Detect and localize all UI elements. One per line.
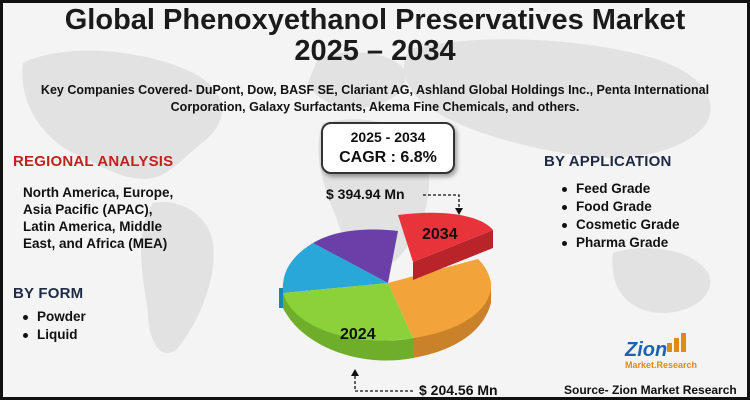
cagr-box: 2025 - 2034 CAGR : 6.8% [321, 122, 455, 174]
regional-analysis-heading: REGIONAL ANALYSIS [13, 153, 174, 170]
form-item: Liquid [21, 326, 86, 344]
region-line: Asia Pacific (APAC), [23, 202, 153, 217]
pie-illustration: 2034 2024 [279, 194, 686, 392]
title-line-2: 2025 – 2034 [294, 35, 456, 67]
application-item: Pharma Grade [560, 234, 680, 252]
by-form-heading: BY FORM [13, 285, 84, 302]
pie-slice-blue [282, 243, 388, 293]
bottom-value-arrow [354, 375, 413, 392]
application-item: Cosmetic Grade [560, 216, 680, 234]
form-list: Powder Liquid [21, 308, 86, 344]
bottom-arrowhead [351, 369, 359, 376]
application-item: Food Grade [560, 198, 680, 216]
pie-side-orange [413, 283, 491, 358]
pie-slice-red [398, 212, 493, 262]
page-title: Global Phenoxyethanol Preservatives Mark… [3, 5, 747, 67]
title-line-1: Global Phenoxyethanol Preservatives Mark… [64, 4, 686, 36]
application-item: Feed Grade [560, 180, 680, 198]
pie-side-red [413, 230, 493, 280]
pie-slice-green [283, 283, 413, 341]
top-value-arrow [423, 194, 460, 209]
value-2024: $ 204.56 Mn [419, 382, 498, 398]
companies-line-1: Key Companies Covered- DuPont, Dow, BASF… [40, 83, 710, 97]
top-arrowhead [455, 208, 463, 215]
cagr-years: 2025 - 2034 [350, 129, 426, 145]
pie-label-bottom: 2024 [340, 326, 376, 343]
pie-side-blue [279, 288, 283, 308]
region-line: North America, Europe, [23, 185, 174, 200]
pie-label-top: 2034 [422, 226, 458, 243]
pie-slice-purple [313, 229, 398, 283]
cagr-value: CAGR : 6.8% [339, 149, 437, 166]
logo-sub-text: Market.Research [625, 360, 698, 370]
form-item: Powder [21, 308, 86, 326]
region-line: East, and Africa (MEA) [23, 236, 168, 251]
companies-line-2: Corporation, Galaxy Surfactants, Akema F… [170, 100, 580, 114]
value-2034: $ 394.94 Mn [326, 186, 405, 202]
by-application-heading: BY APPLICATION [544, 153, 672, 170]
logo-main-text: Zion [625, 339, 668, 361]
region-line: Latin America, Middle [23, 219, 163, 234]
regional-list: North America, Europe, Asia Pacific (APA… [23, 184, 213, 252]
application-list: Feed Grade Food Grade Cosmetic Grade Pha… [560, 180, 680, 252]
zion-logo-icon [667, 333, 686, 352]
key-companies-text: Key Companies Covered- DuPont, Dow, BASF… [13, 82, 737, 116]
pie-side-green [283, 288, 413, 361]
source-text: Source- Zion Market Research [564, 383, 737, 397]
